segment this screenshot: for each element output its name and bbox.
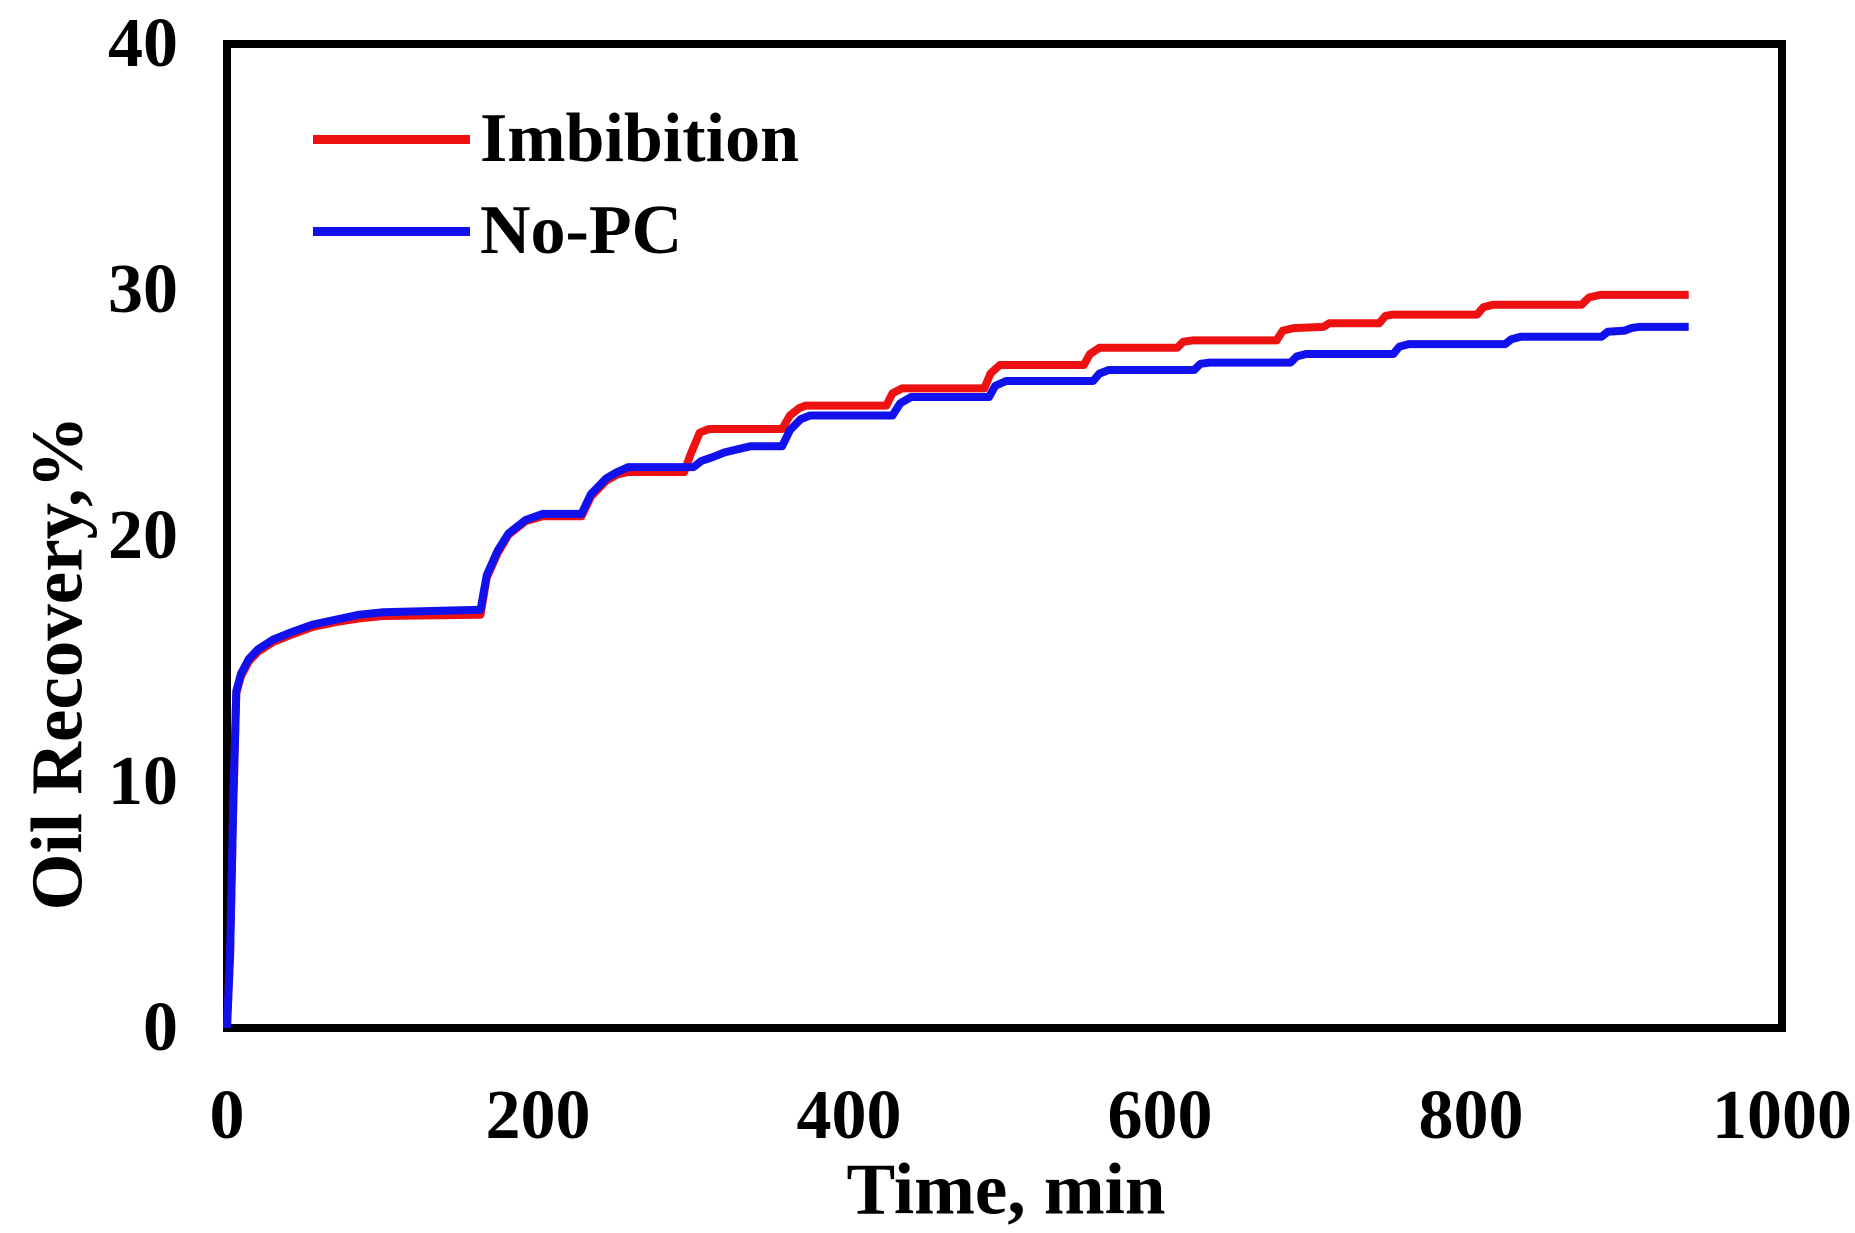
y-tick-label-10: 10: [108, 743, 178, 820]
x-tick-label-400: 400: [796, 1077, 902, 1154]
imbibition-series-line: [223, 290, 1689, 1029]
x-axis-title: Time, min: [846, 1148, 1166, 1230]
no-pc-legend-label: No-PC: [480, 192, 683, 269]
x-tick-label-800: 800: [1418, 1077, 1524, 1154]
x-tick-label-200: 200: [485, 1077, 591, 1154]
no-pc-series-line: [223, 322, 1689, 1029]
x-tick-label-1000: 1000: [1712, 1077, 1852, 1154]
x-tick-label-600: 600: [1107, 1077, 1213, 1154]
y-tick-label-40: 40: [108, 5, 178, 82]
y-axis-title: Oil Recovery,%: [16, 415, 98, 911]
plot-frame: [223, 40, 1786, 1032]
legend-item-no-pc: No-PC: [313, 195, 682, 267]
imbibition-legend-label: Imbibition: [480, 100, 799, 177]
y-tick-label-20: 20: [108, 497, 178, 574]
y-tick-label-0: 0: [143, 989, 178, 1066]
imbibition-legend-line-swatch: [313, 134, 470, 144]
legend-item-imbibition: Imbibition: [313, 103, 799, 175]
x-tick-label-0: 0: [209, 1077, 245, 1154]
y-tick-label-30: 30: [108, 251, 178, 328]
no-pc-legend-line-swatch: [313, 226, 470, 236]
